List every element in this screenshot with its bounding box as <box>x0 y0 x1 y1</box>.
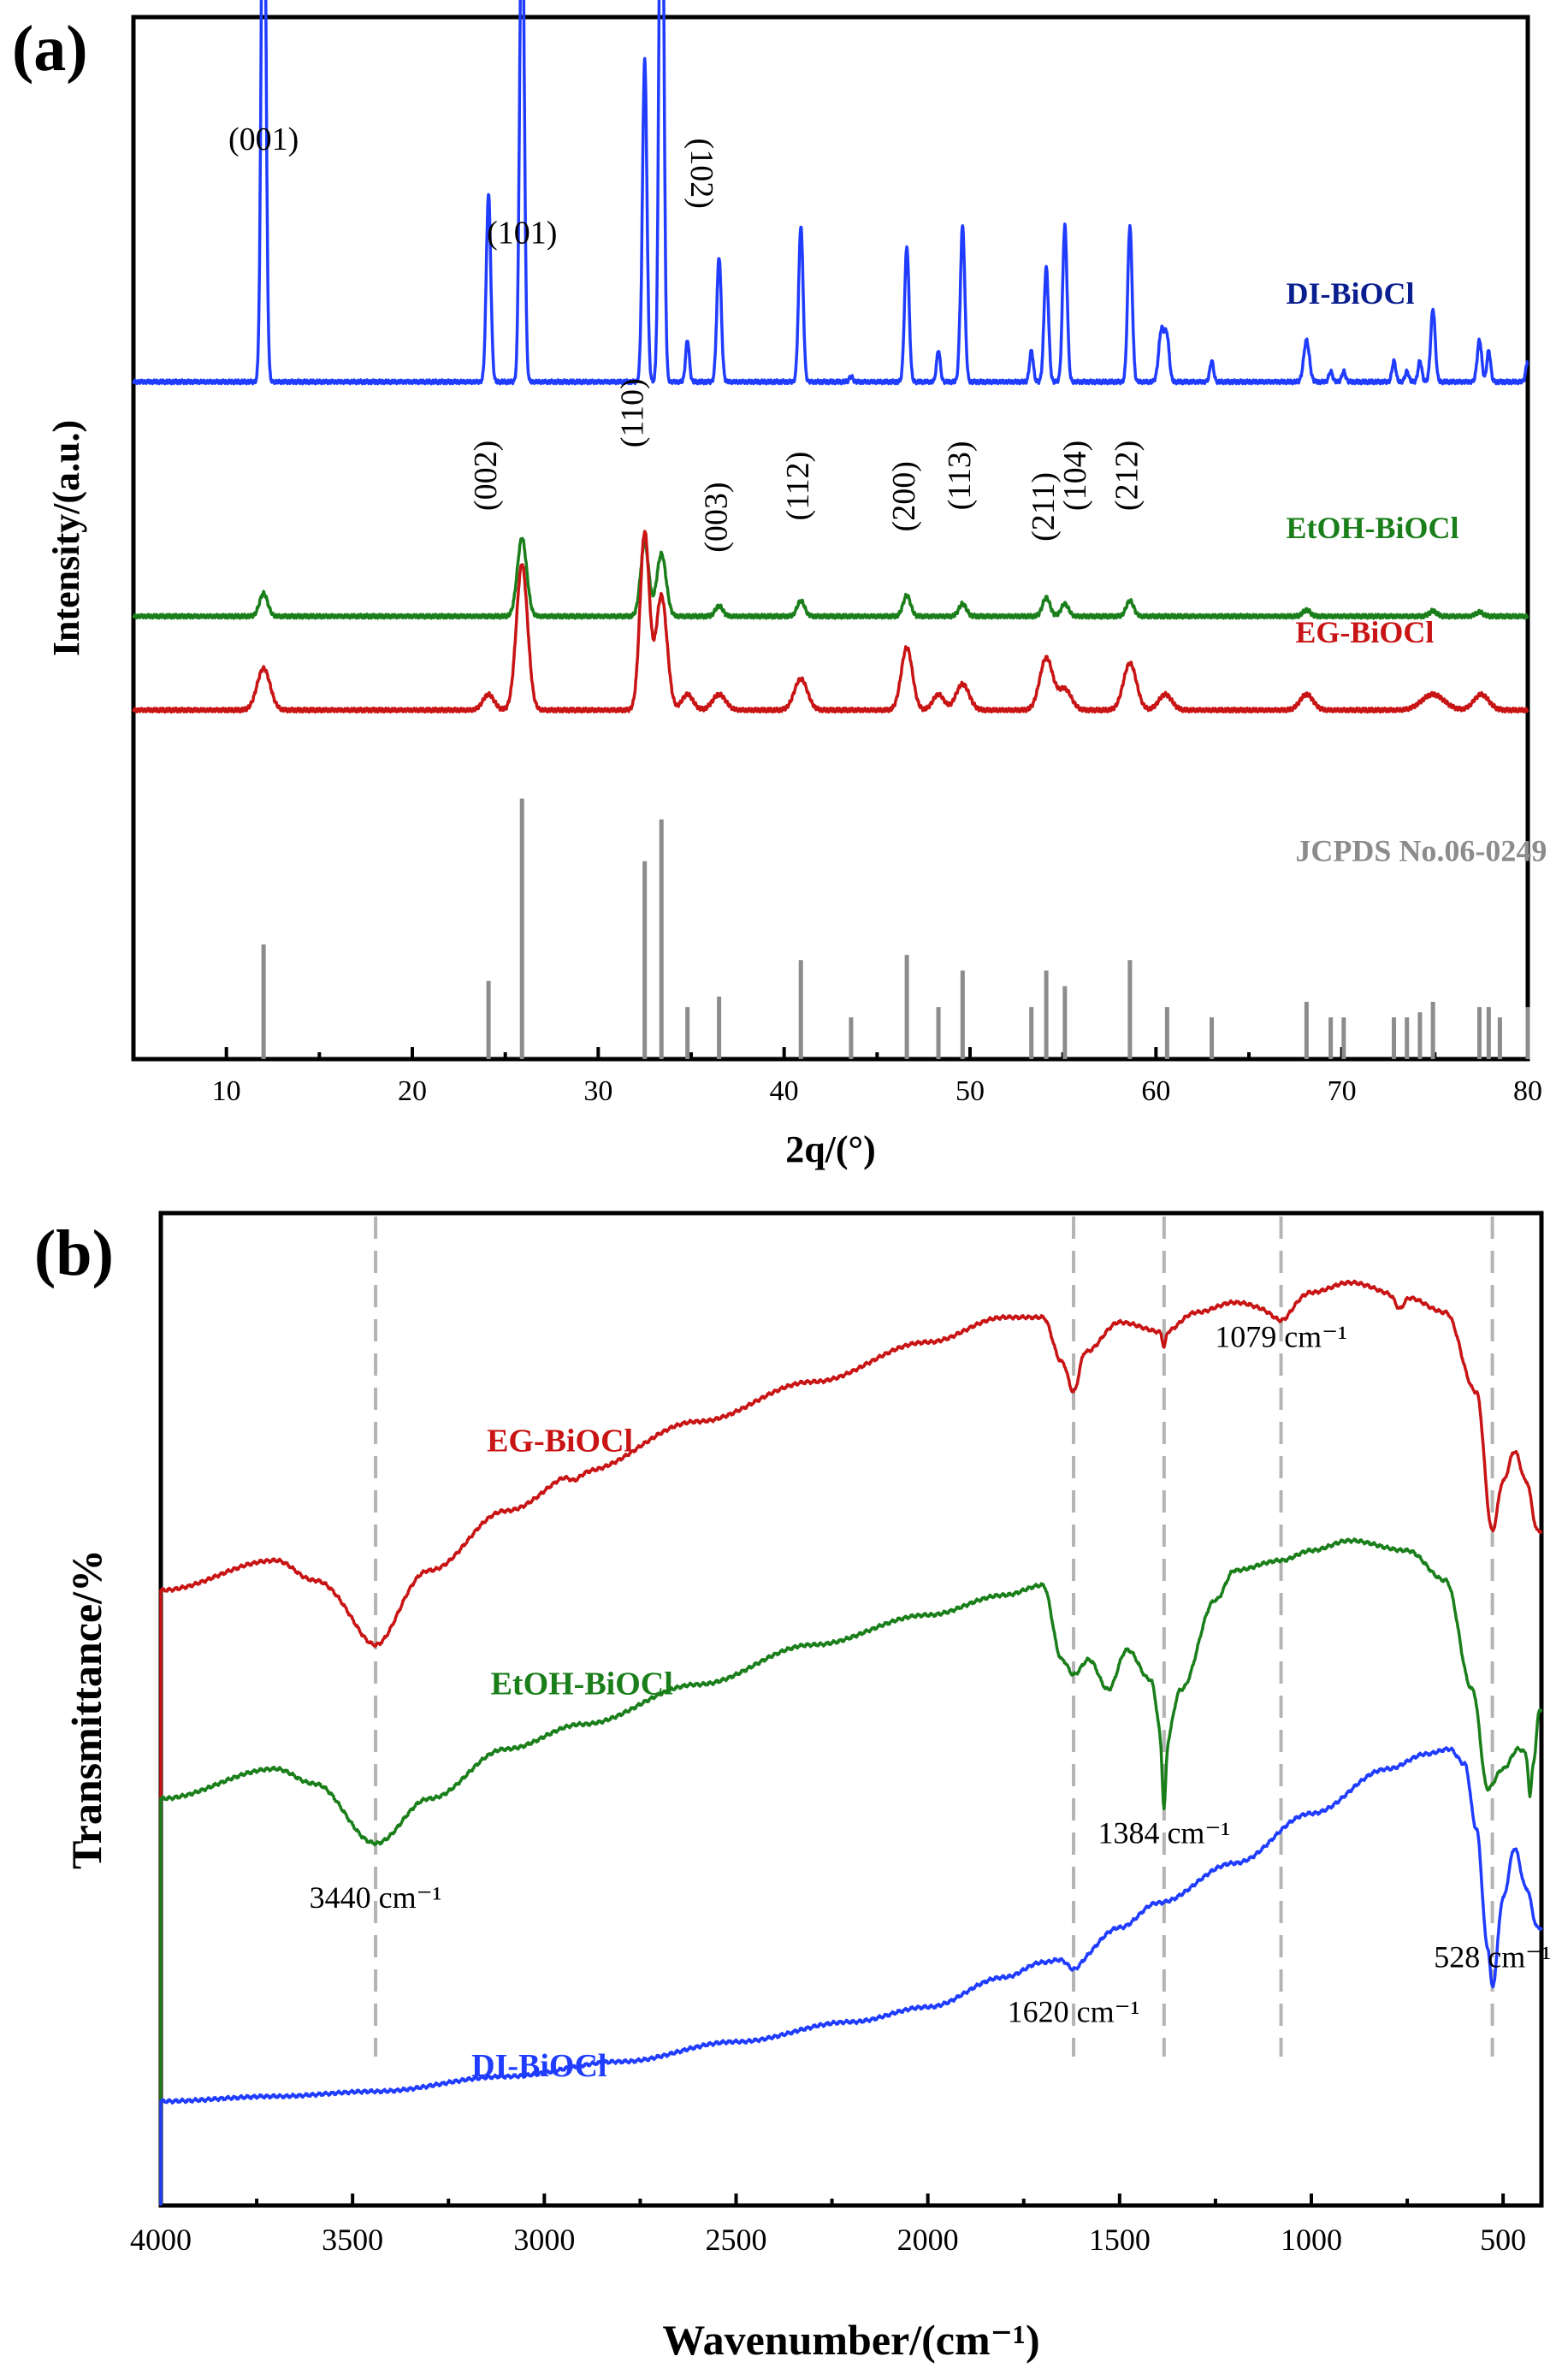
ftir-series <box>159 1279 1543 2205</box>
x-tick-label: 1000 <box>1281 2223 1342 2257</box>
x-tick-label: 1500 <box>1089 2223 1151 2257</box>
panel-b: (b) 4000 3500 3000 2500 2000 1500 1000 500 EG-B… <box>34 1211 1551 2364</box>
x-tick-label: 2000 <box>897 2223 959 2257</box>
panel-a: (a) 10 20 30 40 50 60 70 80 DI-BiOCl (001) (101) (… <box>12 0 1547 1170</box>
hkl-label: (001) <box>228 121 299 157</box>
hkl-label: (102) <box>683 139 719 209</box>
legend-di-biocl: DI-BiOCl <box>1286 276 1414 311</box>
hkl-label: (003) <box>698 482 734 552</box>
peak-annotation: 1620 cm⁻¹ <box>1008 1994 1140 2028</box>
hkl-label: (211) <box>1026 472 1062 542</box>
hkl-label: (112) <box>780 452 816 521</box>
x-tick-label: 60 <box>1141 1075 1170 1107</box>
hkl-label: (212) <box>1109 441 1145 511</box>
panel-a-labels: DI-BiOCl (001) (101) (002) (110) (102) (003) (1… <box>228 121 1547 868</box>
x-tick-label: 3500 <box>322 2223 383 2257</box>
hkl-label: (200) <box>886 461 922 531</box>
x-tick-label: 2500 <box>706 2223 767 2257</box>
x-tick-label: 20 <box>398 1075 427 1107</box>
peak-annotation: 1384 cm⁻¹ <box>1097 1816 1230 1850</box>
legend-etoh-biocl: EtOH-BiOCl <box>1286 511 1458 545</box>
x-tick-label: 80 <box>1513 1075 1542 1107</box>
hkl-label: (002) <box>468 441 504 511</box>
series-eg-biocl <box>132 530 1529 714</box>
panel-a-label: (a) <box>12 13 88 85</box>
legend-eg-biocl: EG-BiOCl <box>1295 615 1434 649</box>
x-tick-label: 30 <box>583 1075 612 1107</box>
peak-guide-lines <box>374 1217 1494 2057</box>
reference-pattern <box>261 798 1530 1059</box>
panel-a-x-axis-title: 2q/(°) <box>785 1128 876 1170</box>
panel-b-y-axis-title: Transmittance/% <box>62 1549 110 1869</box>
peak-annotation: 1079 cm⁻¹ <box>1215 1320 1347 1354</box>
panel-a-x-axis: 10 20 30 40 50 60 70 80 <box>132 1047 1542 1107</box>
hkl-label: (104) <box>1057 441 1093 511</box>
series-etoh-biocl <box>159 1537 1543 2205</box>
panel-b-labels: EG-BiOCl EtOH-BiOCl DI-BiOCl 3440 cm⁻¹ 1620 … <box>310 1320 1551 2085</box>
x-tick-label: 70 <box>1328 1075 1357 1107</box>
hkl-label: (110) <box>615 378 651 447</box>
panel-b-label: (b) <box>34 1217 114 1289</box>
x-tick-label: 500 <box>1480 2223 1526 2257</box>
panel-a-y-axis-title: Intensity/(a.u.) <box>45 420 87 656</box>
x-tick-label: 50 <box>955 1075 985 1107</box>
x-tick-label: 40 <box>770 1075 799 1107</box>
panel-b-x-axis-title: Wavenumber/(cm⁻¹) <box>662 2316 1039 2364</box>
hkl-label: (101) <box>487 215 557 251</box>
legend-etoh-biocl: EtOH-BiOCl <box>491 1667 673 1702</box>
series-etoh-biocl <box>132 536 1529 620</box>
series-di-biocl <box>159 1746 1543 2205</box>
panel-b-frame <box>158 1211 1544 2208</box>
xrd-series <box>132 0 1529 714</box>
panel-a-frame <box>131 15 1530 1062</box>
reference-label: JCPDS No.06-0249 <box>1295 834 1547 868</box>
panel-b-x-axis: 4000 3500 3000 2500 2000 1500 1000 500 <box>130 2194 1526 2257</box>
series-eg-biocl <box>159 1279 1543 2205</box>
legend-di-biocl: DI-BiOCl <box>471 2048 606 2084</box>
peak-annotation: 3440 cm⁻¹ <box>310 1880 442 1915</box>
peak-annotation: 528 cm⁻¹ <box>1434 1940 1551 1974</box>
x-tick-label: 3000 <box>513 2223 575 2257</box>
legend-eg-biocl: EG-BiOCl <box>487 1423 633 1459</box>
series-di-biocl <box>132 0 1529 386</box>
hkl-label: (113) <box>942 441 978 510</box>
x-tick-label: 10 <box>212 1075 241 1107</box>
x-tick-label: 4000 <box>130 2223 192 2257</box>
